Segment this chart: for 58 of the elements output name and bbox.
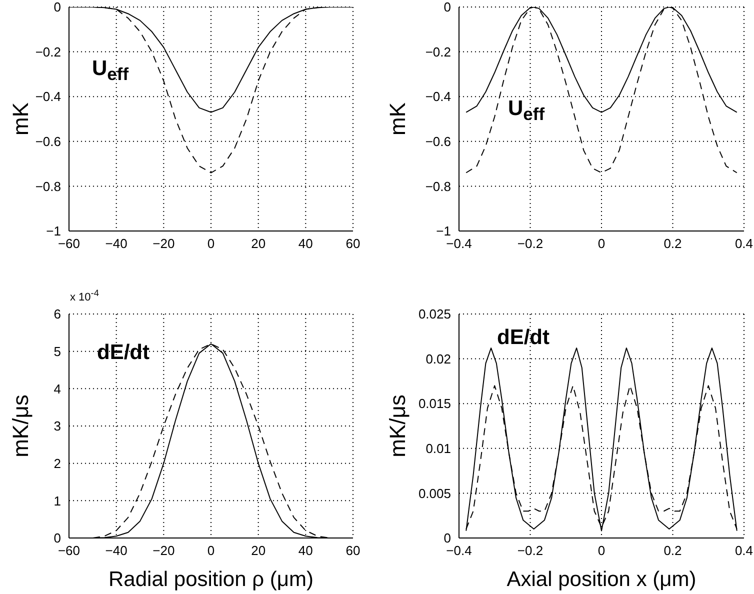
x-tick-label: 0: [207, 543, 215, 558]
y-tick-label: 5: [54, 344, 61, 359]
y-axis-title: mK: [8, 102, 33, 136]
y-tick-label: 0: [54, 0, 61, 15]
x-tick-label: −0.2: [517, 543, 544, 558]
x-axis-title: Radial position ρ (μm): [108, 568, 314, 591]
y-tick-label: −1: [46, 224, 61, 239]
annotation: U$_{eff}$: [508, 97, 545, 124]
x-tick-label: −60: [58, 543, 80, 558]
x-tick-label: 0: [598, 236, 606, 252]
x-tick-label: 60: [346, 236, 360, 252]
y-tick-label: 0.015: [418, 396, 451, 412]
y-tick-label: −0.4: [35, 89, 61, 104]
x-axis-title: Axial position x (μm): [506, 568, 696, 591]
y-tick-label: 4: [54, 381, 61, 396]
x-tick-label: 60: [346, 543, 360, 558]
y-axis-title: mK/μs: [384, 394, 410, 458]
y-tick-label: −0.8: [425, 178, 451, 194]
y-tick-label: −0.6: [35, 134, 61, 150]
x-tick-label: −20: [152, 236, 175, 252]
y-tick-label: 1: [54, 493, 61, 508]
x-tick-label: 0.2: [664, 543, 682, 558]
y-tick-label: 2: [54, 456, 61, 471]
y-tick-label: 0.01: [426, 441, 451, 456]
y-tick-label: 0: [444, 530, 451, 546]
y-tick-label: 0.025: [418, 306, 451, 322]
annotation: U$_{eff}$: [92, 57, 129, 84]
x-tick-label: 0: [598, 543, 606, 558]
annotation: dE/dt: [497, 326, 550, 349]
y-tick-label: −0.6: [425, 134, 451, 150]
x-tick-label: 20: [251, 543, 266, 558]
y-tick-label: 3: [54, 418, 61, 434]
x-tick-label: 0.4: [734, 543, 754, 558]
x-tick-label: 40: [298, 543, 313, 558]
y-tick-label: −0.2: [425, 44, 451, 60]
x-tick-label: −40: [105, 236, 128, 252]
y-tick-label: 6: [54, 306, 61, 322]
y-axis-title: mK: [384, 102, 410, 136]
y-axis-title: mK/μs: [8, 394, 33, 458]
y-tick-label: 0.005: [418, 486, 451, 501]
text: x 10$^{-4}$: [70, 288, 99, 304]
x-tick-label: −60: [58, 236, 80, 252]
y-tick-label: 0.02: [426, 351, 451, 366]
x-tick-label: −0.2: [517, 236, 544, 252]
annotation: dE/dt: [97, 341, 150, 364]
x-tick-label: −40: [105, 543, 128, 558]
x-tick-label: −20: [152, 543, 175, 558]
x-tick-label: 20: [251, 236, 266, 252]
y-tick-label: −0.8: [35, 178, 61, 194]
y-tick-label: −0.2: [35, 44, 61, 60]
y-tick-label: −1: [436, 224, 451, 239]
x-tick-label: 0.2: [664, 236, 682, 252]
y-tick-label: −0.4: [425, 89, 451, 104]
x-tick-label: 0: [207, 236, 215, 252]
y-tick-label: 0: [444, 0, 451, 15]
x-tick-label: 0.4: [734, 236, 754, 252]
x-tick-label: 40: [298, 236, 313, 252]
y-tick-label: 0: [54, 530, 61, 546]
